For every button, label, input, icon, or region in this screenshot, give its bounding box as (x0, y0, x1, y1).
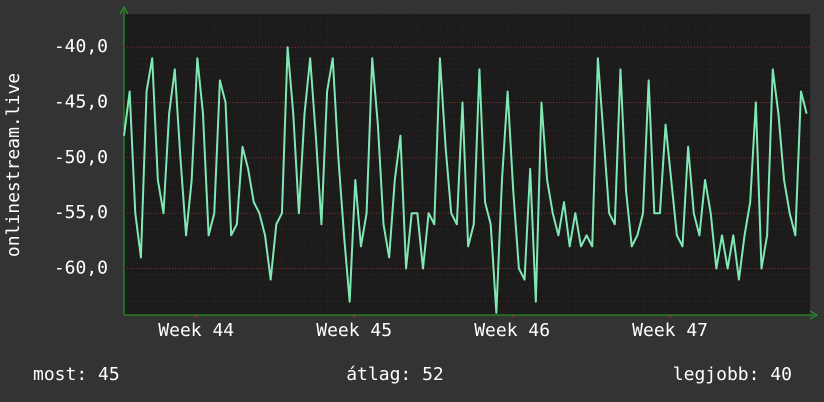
y-axis-label: onlinestream.live (3, 73, 24, 257)
x-tick-label: Week 46 (474, 320, 550, 341)
y-tick-label: -60,0 (54, 258, 108, 279)
y-axis (119, 5, 129, 315)
x-tick-label: Week 44 (158, 320, 234, 341)
minor-grid (124, 14, 810, 315)
x-tick-label: Week 45 (316, 320, 392, 341)
footer-best: legjobb: 40 (673, 364, 792, 385)
y-tick-label: -45,0 (54, 92, 108, 113)
footer-current: most: 45 (33, 364, 120, 385)
series-line (123, 46, 808, 314)
x-tick-label: Week 47 (632, 320, 708, 341)
y-tick-label: -50,0 (54, 147, 108, 168)
y-tick-label: -40,0 (54, 36, 108, 57)
x-axis (124, 310, 819, 320)
footer-average: átlag: 52 (346, 364, 444, 385)
y-tick-label: -55,0 (54, 202, 108, 223)
